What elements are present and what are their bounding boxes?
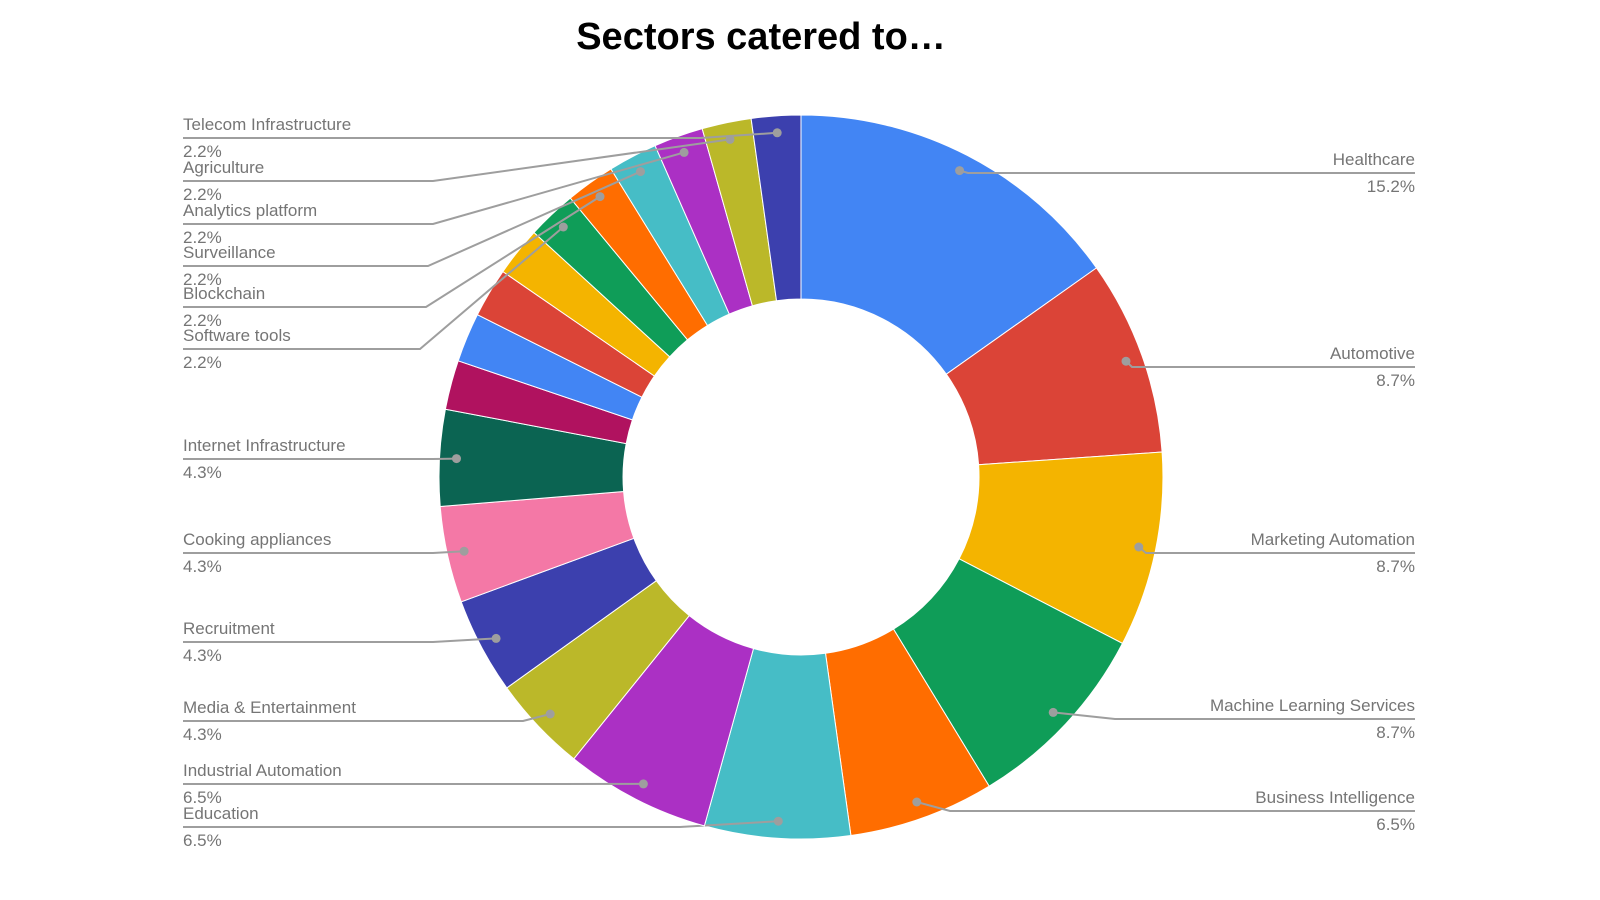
callout-line-telecom-infrastructure (183, 131, 778, 139)
callout-dot-software-tools (558, 222, 568, 232)
callout-dot-education (773, 816, 783, 826)
callout-dot-analytics-platform (679, 147, 689, 157)
callout-line-blockchain (183, 195, 601, 308)
callout-line-education (183, 820, 779, 828)
pie-slice-telecom-infrastructure[interactable] (750, 114, 802, 302)
callout-dot-blockchain (595, 192, 605, 202)
callout-dot-marketing-automation (1134, 542, 1144, 552)
pie-slice-healthcare[interactable] (800, 114, 1098, 375)
callout-dot-cooking-appliances (459, 546, 469, 556)
slice-label-machine-learning-services: Machine Learning Services (1209, 696, 1415, 715)
slice-pct-telecom-infrastructure: 2.2% (183, 142, 222, 161)
slice-label-software-tools: Software tools (183, 326, 291, 345)
callout-line-media-entertainment (183, 713, 551, 722)
slice-pct-software-tools: 2.2% (183, 353, 222, 372)
callout-line-cooking-appliances (183, 550, 465, 554)
slice-pct-media-entertainment: 4.3% (183, 725, 222, 744)
callout-dot-business-intelligence (912, 797, 922, 807)
callout-dot-healthcare (955, 166, 965, 176)
callout-line-business-intelligence (916, 801, 1415, 812)
callout-dot-automotive (1121, 356, 1131, 366)
callout-dot-industrial-automation (638, 779, 648, 789)
slice-label-telecom-infrastructure: Telecom Infrastructure (183, 115, 352, 134)
callout-dot-media-entertainment (545, 709, 555, 719)
callout-line-software-tools (183, 226, 564, 350)
slice-label-surveillance: Surveillance (183, 243, 276, 262)
slice-pct-internet-infrastructure: 4.3% (183, 463, 222, 482)
callout-line-surveillance (183, 170, 641, 267)
slice-pct-surveillance: 2.2% (183, 270, 222, 289)
slice-pct-cooking-appliances: 4.3% (183, 557, 222, 576)
slice-pct-blockchain: 2.2% (183, 311, 222, 330)
slice-label-healthcare: Healthcare (1332, 150, 1415, 169)
slice-pct-machine-learning-services: 8.7% (1376, 723, 1415, 742)
slice-label-automotive: Automotive (1329, 344, 1415, 363)
callout-dot-recruitment (491, 633, 501, 643)
slice-label-industrial-automation: Industrial Automation (183, 761, 342, 780)
callout-dot-internet-infrastructure (452, 454, 461, 464)
slice-label-internet-infrastructure: Internet Infrastructure (183, 436, 346, 455)
slice-pct-healthcare: 15.2% (1366, 177, 1415, 196)
slice-label-blockchain: Blockchain (183, 284, 266, 303)
slice-label-analytics-platform: Analytics platform (183, 201, 318, 220)
callout-line-machine-learning-services (1053, 711, 1415, 720)
slice-pct-education: 6.5% (183, 831, 222, 850)
slice-pct-industrial-automation: 6.5% (183, 788, 222, 807)
slice-label-agriculture: Agriculture (183, 158, 265, 177)
slice-pct-analytics-platform: 2.2% (183, 228, 222, 247)
slice-label-cooking-appliances: Cooking appliances (183, 530, 332, 549)
callout-line-healthcare (959, 169, 1415, 174)
callout-dot-telecom-infrastructure (772, 128, 782, 138)
chart-title: Sectors catered to… (576, 16, 946, 58)
slice-pct-automotive: 8.7% (1376, 371, 1415, 390)
slice-pct-marketing-automation: 8.7% (1376, 557, 1415, 576)
slice-label-recruitment: Recruitment (183, 619, 275, 638)
slice-label-business-intelligence: Business Intelligence (1255, 788, 1415, 807)
callout-line-recruitment (183, 637, 497, 643)
slice-pct-agriculture: 2.2% (183, 185, 222, 204)
slice-pct-recruitment: 4.3% (183, 646, 222, 665)
slice-pct-business-intelligence: 6.5% (1376, 815, 1415, 834)
callout-dot-agriculture (725, 134, 735, 144)
slice-label-education: Education (183, 804, 259, 823)
callout-dot-machine-learning-services (1048, 707, 1058, 717)
callout-dot-surveillance (636, 167, 645, 177)
slice-label-media-entertainment: Media & Entertainment (183, 698, 356, 717)
callout-line-agriculture (183, 138, 731, 182)
callout-line-analytics-platform (183, 151, 685, 225)
slice-label-marketing-automation: Marketing Automation (1250, 530, 1415, 549)
